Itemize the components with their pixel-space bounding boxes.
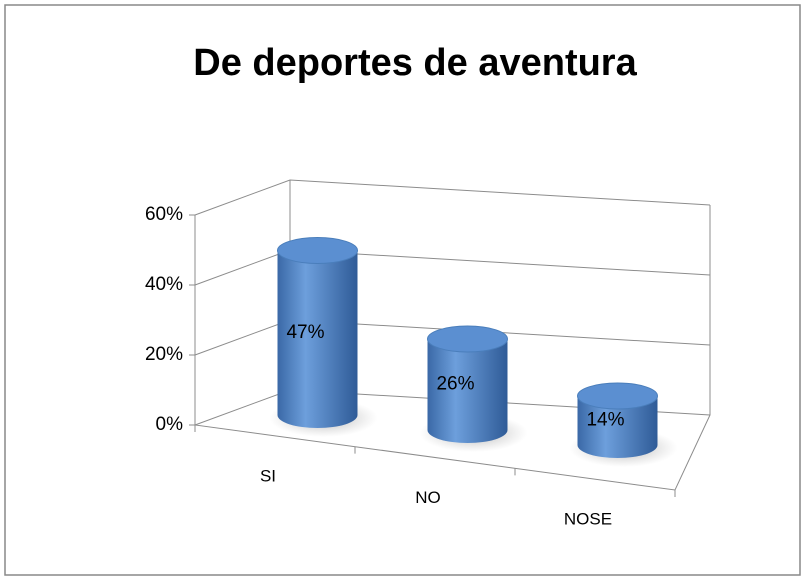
x-tick-label: NO: [415, 488, 441, 507]
data-label: 26%: [436, 374, 474, 395]
x-tick-label: NOSE: [564, 510, 612, 529]
chart-title: De deportes de aventura: [193, 42, 637, 84]
bar-top: [277, 237, 358, 264]
bar: [277, 250, 358, 429]
data-label: 14%: [586, 410, 624, 431]
bar: [577, 396, 658, 458]
data-label: 47%: [286, 322, 324, 343]
bar-top: [427, 325, 508, 353]
y-tick-label: 20%: [145, 344, 183, 365]
y-tick-label: 60%: [145, 204, 183, 225]
chart-frame: [4, 4, 801, 576]
y-tick-label: 40%: [145, 274, 183, 295]
y-tick-label: 0%: [156, 414, 184, 435]
grid-line: [194, 179, 711, 216]
x-tick-label: SI: [260, 466, 276, 485]
bar: [427, 339, 508, 443]
bar-top: [577, 382, 658, 410]
